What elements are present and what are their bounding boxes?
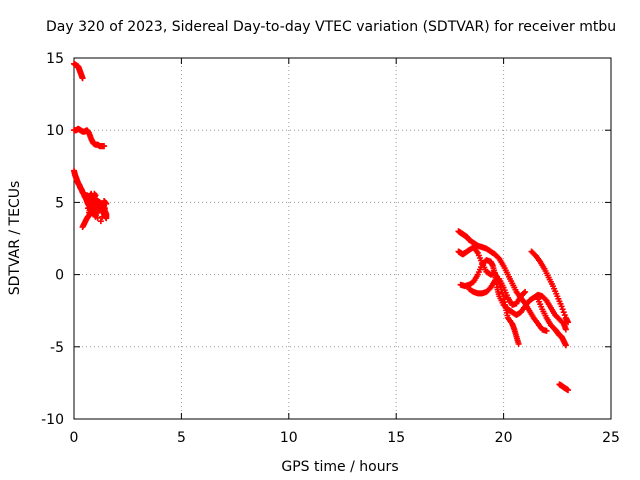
- y-axis-title: SDTVAR / TECUs: [7, 181, 23, 296]
- y-tick-label: 10: [46, 123, 64, 139]
- chart-title: Day 320 of 2023, Sidereal Day-to-day VTE…: [46, 19, 617, 35]
- data-point: [562, 342, 569, 349]
- data-point: [521, 290, 528, 297]
- y-tick-label: 0: [55, 268, 64, 284]
- data-point: [565, 387, 572, 394]
- data-point: [97, 218, 104, 225]
- data-point: [88, 197, 95, 204]
- grid-layer: [74, 58, 611, 419]
- data-point: [79, 75, 86, 82]
- data-point: [94, 214, 101, 221]
- data-point: [86, 201, 93, 208]
- x-tick-label: 15: [387, 430, 405, 446]
- data-point: [101, 143, 108, 150]
- data-points-layer: [71, 60, 572, 394]
- y-tick-label: 15: [46, 51, 64, 67]
- data-point: [562, 326, 569, 333]
- data-point: [543, 327, 550, 334]
- data-point: [84, 205, 91, 212]
- tick-label-layer: 0 5 10 15 20 25 15 10 5 0 -5 -10: [41, 51, 620, 446]
- data-point: [565, 319, 572, 326]
- x-axis-title: GPS time / hours: [281, 459, 398, 475]
- data-point: [558, 303, 565, 310]
- data-point: [560, 309, 567, 316]
- data-point: [522, 288, 529, 295]
- plot-frame: [73, 57, 612, 420]
- data-point: [561, 312, 568, 319]
- y-tick-label: -10: [41, 412, 64, 428]
- x-tick-label: 0: [70, 430, 79, 446]
- data-point: [91, 211, 98, 218]
- data-point: [91, 190, 98, 197]
- data-point: [515, 340, 522, 347]
- data-point: [103, 200, 110, 207]
- data-point: [99, 213, 106, 220]
- y-tick-label: -5: [50, 340, 64, 356]
- data-point: [101, 205, 108, 212]
- x-tick-label: 10: [280, 430, 298, 446]
- data-point: [100, 209, 107, 216]
- y-tick-label: 5: [55, 195, 64, 211]
- data-point: [559, 306, 566, 313]
- x-tick-label: 25: [602, 430, 620, 446]
- x-tick-label: 5: [177, 430, 186, 446]
- data-point: [89, 194, 96, 201]
- x-tick-label: 20: [495, 430, 513, 446]
- tick-layer: [73, 57, 612, 420]
- data-point: [88, 208, 95, 215]
